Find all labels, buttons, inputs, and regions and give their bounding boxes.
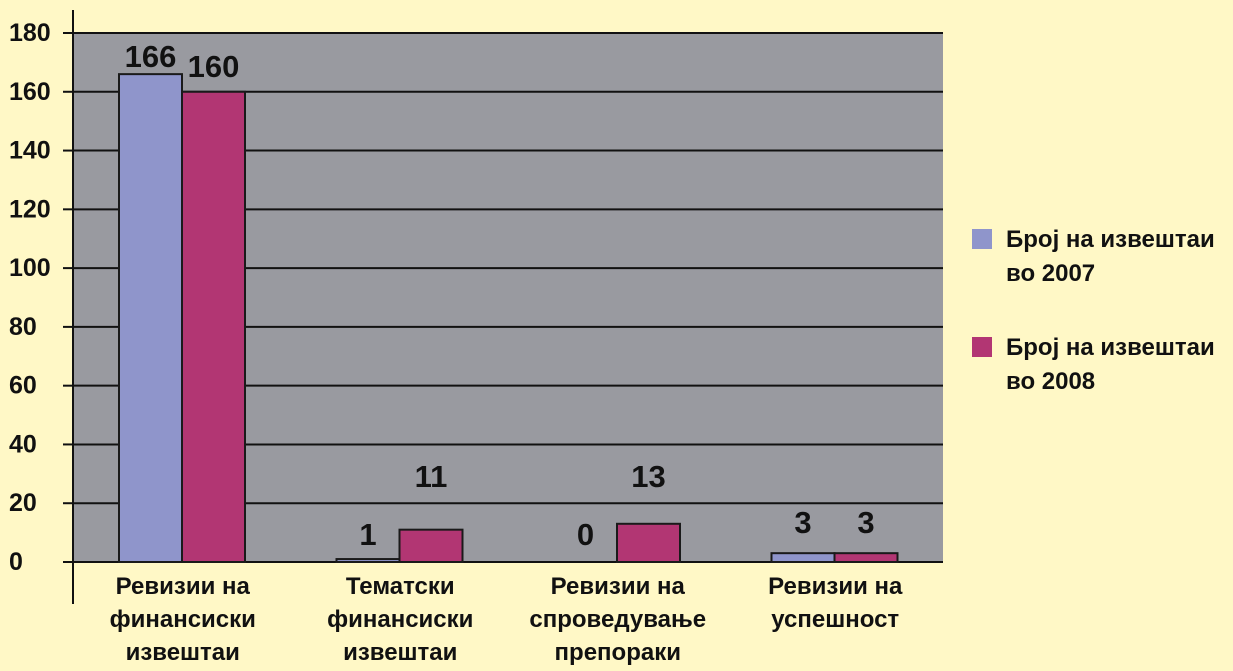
x-category-label-2-line-2: финансиски	[327, 606, 473, 633]
x-category-label-3: Ревизии на спроведување препораки	[529, 573, 706, 666]
x-category-label-1-line-1: Ревизии на	[116, 573, 251, 600]
data-label-series-2-category-4: 3	[857, 505, 874, 540]
data-label-series-1-category-4: 3	[794, 505, 811, 540]
data-label-series-2-category-2: 11	[415, 459, 448, 494]
bar-series-1-category-2	[335, 558, 401, 563]
data-label-series-2-category-1: 160	[188, 49, 240, 84]
bar-series-2-category-4	[833, 552, 899, 564]
x-category-label-4: Ревизии на успешност	[768, 573, 903, 633]
legend-label-series-2-line-1: Број на извештаи	[1006, 334, 1215, 361]
y-tick-label-180: 180	[9, 19, 51, 47]
y-tick-label-160: 160	[9, 78, 51, 106]
bar-series-2-category-2	[398, 528, 464, 564]
legend-swatch-series-1	[972, 229, 992, 249]
x-category-label-3-line-1: Ревизии на	[551, 573, 686, 600]
data-label-series-2-category-3: 13	[631, 459, 665, 494]
legend-label-series-1: Број на извештаи во 2007	[1006, 226, 1215, 287]
x-category-label-2-line-3: извештаи	[343, 639, 457, 666]
legend-label-series-1-line-2: во 2007	[1006, 260, 1095, 287]
x-category-label-2-line-1: Тематски	[346, 573, 455, 600]
data-label-series-1-category-3: 0	[577, 517, 594, 552]
y-tick-label-80: 80	[9, 313, 37, 341]
y-tick-label-20: 20	[9, 489, 37, 517]
x-category-label-1-line-3: извештаи	[126, 639, 240, 666]
x-category-label-4-line-2: успешност	[771, 606, 899, 633]
y-tick-label-140: 140	[9, 137, 51, 165]
y-tick-label-120: 120	[9, 195, 51, 223]
x-category-label-3-line-2: спроведување	[529, 606, 706, 633]
legend-swatch-series-2	[972, 337, 992, 357]
bar-series-2-category-1	[181, 90, 246, 564]
bar-series-2-category-3	[616, 522, 681, 563]
bar-series-1-category-1	[118, 73, 183, 564]
legend-label-series-2: Број на извештаи во 2008	[1006, 334, 1215, 395]
data-label-series-1-category-1: 166	[125, 39, 177, 74]
y-tick-label-0: 0	[9, 548, 23, 576]
x-category-label-1-line-2: финансиски	[110, 606, 256, 633]
bar-series-1-category-4	[770, 552, 836, 564]
x-category-label-4-line-1: Ревизии на	[768, 573, 903, 600]
x-category-label-1: Ревизии на финансиски извештаи	[110, 573, 256, 666]
y-tick-label-100: 100	[9, 254, 51, 282]
legend-label-series-1-line-1: Број на извештаи	[1006, 226, 1215, 253]
y-tick-label-40: 40	[9, 430, 37, 458]
x-category-label-2: Тематски финансиски извештаи	[327, 573, 473, 666]
y-tick-label-60: 60	[9, 372, 37, 400]
x-category-label-3-line-3: препораки	[555, 639, 681, 666]
data-label-series-1-category-2: 1	[359, 517, 376, 552]
legend-label-series-2-line-2: во 2008	[1006, 368, 1095, 395]
